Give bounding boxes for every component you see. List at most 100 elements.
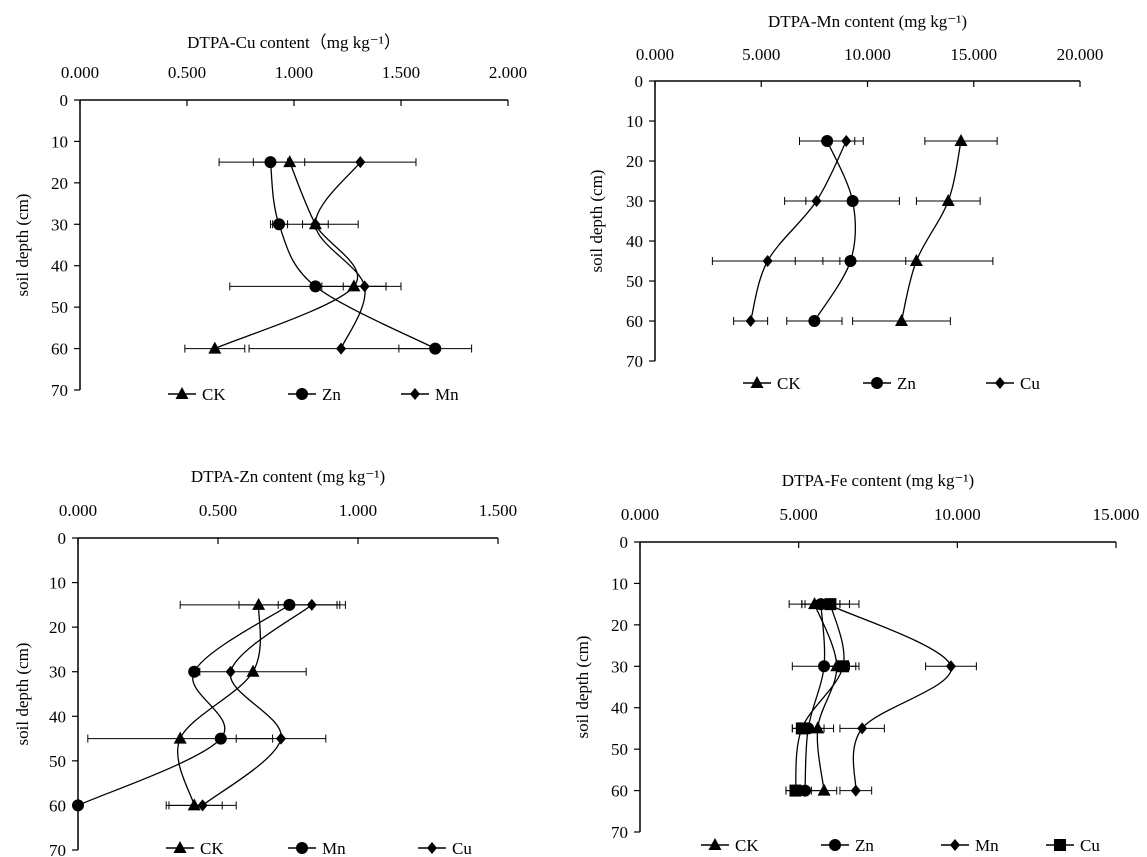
x-tick-label: 0.000	[636, 45, 674, 64]
series-line	[804, 604, 826, 791]
y-tick-label: 40	[51, 257, 68, 276]
y-tick-label: 20	[51, 174, 68, 193]
series-line	[314, 161, 366, 349]
series-line	[269, 162, 436, 350]
data-point	[264, 156, 277, 169]
legend-marker	[175, 387, 189, 399]
y-tick-label: 70	[49, 841, 66, 857]
y-tick-label: 10	[626, 112, 643, 131]
data-point	[857, 722, 868, 735]
legend-marker	[750, 376, 764, 388]
chart-panel-1: DTPA-Cu content（mg kg⁻¹） 0.000 0.500 1.000 1…	[13, 33, 527, 404]
x-tick-label: 1.000	[275, 63, 313, 82]
data-point	[837, 660, 850, 673]
legend-label: Mn	[975, 836, 999, 855]
x-tick-label: 10.000	[934, 505, 981, 524]
x-tick-label: 5.000	[780, 505, 818, 524]
y-tick-label: 10	[49, 574, 66, 593]
data-point	[283, 155, 297, 168]
series-ck	[87, 597, 338, 811]
series-line	[813, 603, 838, 791]
series-line	[794, 604, 845, 791]
y-axis-label: soil depth (cm)	[587, 170, 606, 273]
data-point	[310, 218, 321, 231]
x-tick-label: 1.500	[382, 63, 420, 82]
data-point	[306, 598, 317, 611]
legend-label: Cu	[452, 839, 472, 857]
y-tick-label: 40	[626, 232, 643, 251]
legend-marker	[427, 842, 437, 854]
x-tick-label: 15.000	[950, 45, 997, 64]
data-point	[941, 194, 955, 206]
x-tick-label: 1.500	[479, 501, 517, 520]
legend-item-ck: CK	[166, 839, 224, 857]
data-point	[745, 315, 756, 327]
y-tick-label: 30	[626, 192, 643, 211]
data-point	[846, 195, 859, 207]
legend-label: CK	[202, 385, 226, 404]
x-tick-label: 2.000	[489, 63, 527, 82]
y-tick-label: 40	[611, 699, 628, 718]
data-point	[824, 598, 837, 611]
x-tick-label: 1.000	[339, 501, 377, 520]
y-tick-label: 60	[611, 782, 628, 801]
legend-marker	[708, 838, 722, 850]
data-point	[429, 342, 442, 355]
x-tick-label: 0.000	[59, 501, 97, 520]
legend-item-cu: Cu	[986, 374, 1040, 393]
x-tick-label: 0.000	[61, 63, 99, 82]
data-point	[208, 341, 222, 354]
chart-title: DTPA-Zn content (mg kg⁻¹)	[191, 467, 385, 486]
data-point	[276, 732, 286, 745]
y-tick-label: 0	[635, 72, 644, 91]
y-tick-label: 70	[611, 823, 628, 842]
legend-label: Mn	[435, 385, 459, 404]
series-line	[749, 140, 847, 322]
y-tick-label: 30	[51, 215, 68, 234]
data-point	[355, 156, 366, 169]
legend-label: Cu	[1080, 836, 1100, 855]
legend-item-mn: Mn	[288, 839, 346, 857]
y-axis-label: soil depth (cm)	[573, 636, 592, 739]
series-mn	[804, 598, 977, 797]
y-tick-label: 30	[49, 663, 66, 682]
data-point	[841, 135, 852, 147]
y-tick-label: 10	[51, 132, 68, 151]
data-point	[795, 722, 808, 735]
data-point	[811, 721, 825, 734]
series-ck	[184, 155, 387, 354]
y-tick-label: 10	[611, 574, 628, 593]
data-point	[225, 665, 236, 678]
series-cu	[711, 135, 864, 327]
legend-item-zn: Zn	[821, 836, 874, 855]
data-point	[762, 255, 773, 267]
y-tick-label: 20	[626, 152, 643, 171]
legend-item-cu: Cu	[418, 839, 472, 857]
series-line	[214, 161, 359, 350]
legend-label: CK	[735, 836, 759, 855]
data-point	[895, 314, 908, 326]
series-mn	[72, 598, 341, 812]
series-line	[826, 603, 952, 791]
legend-marker	[296, 388, 308, 400]
y-tick-label: 50	[611, 740, 628, 759]
legend-item-zn: Zn	[863, 374, 916, 393]
legend-item-cu: Cu	[1046, 836, 1100, 855]
x-tick-label: 0.500	[168, 63, 206, 82]
legend-item-mn: Mn	[941, 836, 999, 855]
series-mn	[248, 156, 434, 355]
legend-label: Zn	[855, 836, 874, 855]
data-point	[850, 784, 861, 797]
y-tick-label: 30	[611, 657, 628, 676]
x-tick-label: 0.000	[621, 505, 659, 524]
series-line	[77, 604, 290, 807]
chart-title: DTPA-Fe content (mg kg⁻¹)	[782, 471, 974, 490]
data-point	[72, 799, 84, 812]
legend-marker	[173, 841, 187, 853]
y-tick-label: 0	[620, 533, 629, 552]
series-zn	[229, 156, 473, 355]
data-point	[954, 134, 968, 146]
data-point	[811, 195, 822, 207]
y-tick-label: 60	[49, 796, 66, 815]
